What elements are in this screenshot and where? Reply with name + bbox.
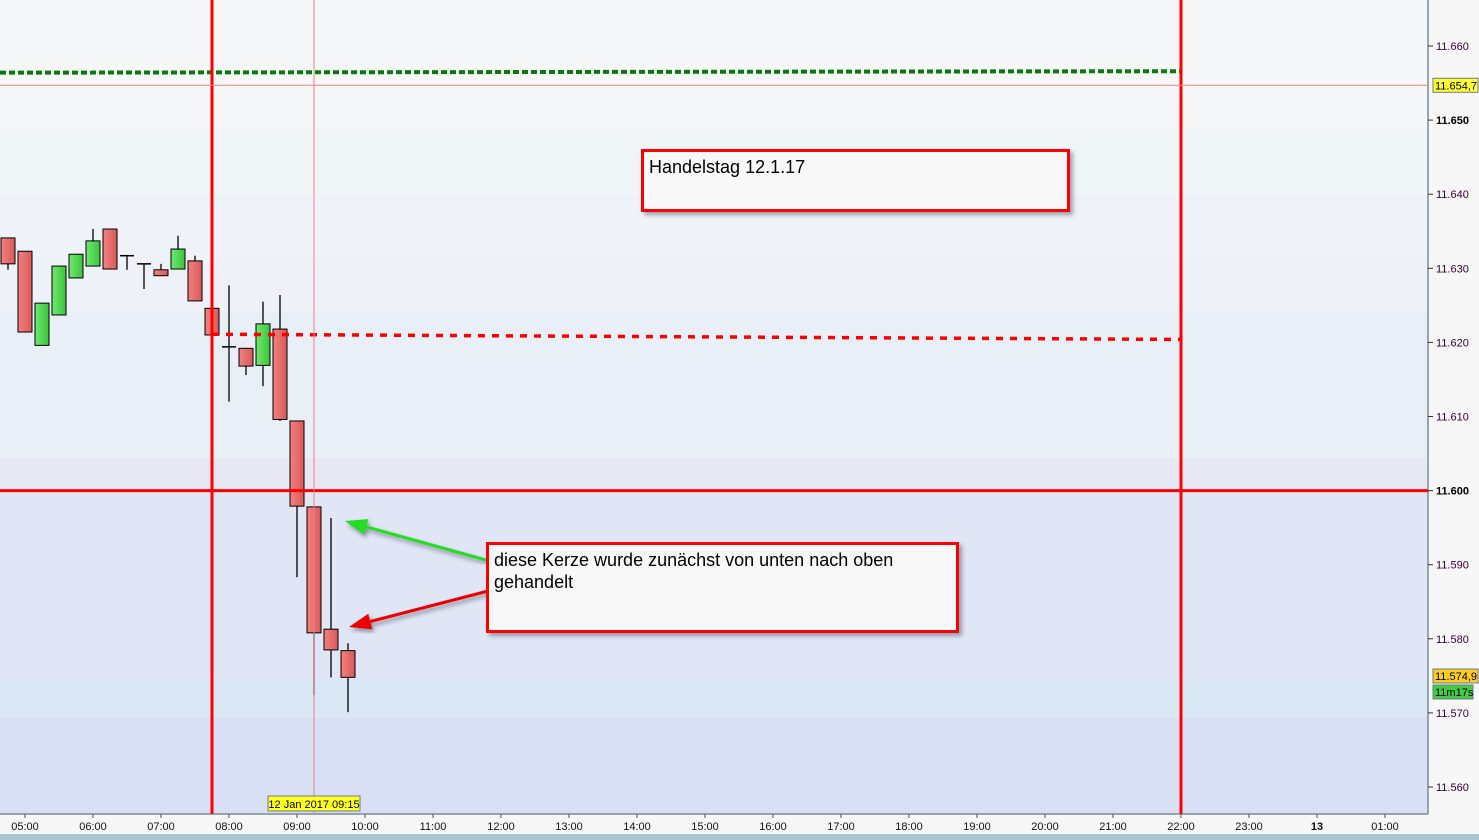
x-tick-label: 21:00 — [1099, 821, 1127, 833]
x-tick-label: 06:00 — [79, 821, 107, 833]
candle-down — [187, 260, 203, 302]
crosshair-time-label: 12 Jan 2017 09:15 — [268, 799, 359, 811]
candle-up — [68, 253, 84, 279]
candle-down — [0, 237, 16, 265]
background-band — [0, 312, 1428, 458]
x-tick-label: 01:00 — [1371, 821, 1399, 833]
comment-annotation-text: diese Kerze wurde zunächst von unten nac… — [494, 550, 894, 592]
last-price-label: 11.574,9 — [1435, 671, 1477, 683]
drawn-lines — [0, 0, 1428, 814]
background-band — [0, 260, 1428, 312]
candle-up — [255, 323, 271, 366]
candle-down — [102, 228, 118, 270]
x-tick-label: 12:00 — [487, 821, 515, 833]
background-band — [0, 718, 1428, 814]
background-band — [0, 680, 1428, 718]
title-annotation-box[interactable]: Handelstag 12.1.17 — [641, 149, 1070, 212]
candle-down — [289, 420, 305, 507]
axes — [0, 0, 1433, 818]
candle-down — [238, 347, 254, 367]
crosshair-price-label-bg — [1432, 77, 1479, 93]
background-bands — [0, 0, 1428, 814]
y-tick-label: 11.560 — [1436, 782, 1469, 794]
candle-down — [153, 269, 169, 277]
candle-down — [272, 328, 288, 420]
x-tick-label: 20:00 — [1031, 821, 1059, 833]
x-tick-label: 05:00 — [11, 821, 39, 833]
x-tick-label: 14:00 — [623, 821, 651, 833]
comment-annotation-box[interactable]: diese Kerze wurde zunächst von unten nac… — [486, 542, 959, 633]
candle-up — [51, 265, 67, 316]
candle-down — [17, 250, 33, 333]
x-tick-label: 10:00 — [351, 821, 379, 833]
x-tick-label: 18:00 — [895, 821, 923, 833]
background-band — [0, 458, 1428, 491]
x-tick-label: 15:00 — [691, 821, 719, 833]
red-arrow-icon — [349, 588, 493, 630]
x-tick-label: 16:00 — [759, 821, 787, 833]
y-tick-label: 11.590 — [1436, 560, 1469, 572]
x-tick-label: 19:00 — [963, 821, 991, 833]
x-tick-label: 22:00 — [1167, 821, 1195, 833]
y-tick-label: 11.660 — [1436, 41, 1469, 53]
horizontal-scrollbar[interactable] — [0, 834, 1479, 840]
y-tick-label: 11.630 — [1436, 263, 1469, 275]
candle-down — [323, 628, 339, 651]
background-band — [0, 0, 1428, 128]
y-tick-label: 11.610 — [1436, 412, 1469, 424]
x-tick-label: 13:00 — [555, 821, 583, 833]
green-arrow-icon — [345, 519, 487, 562]
y-tick-label: 11.580 — [1436, 634, 1469, 646]
candle-down — [340, 650, 356, 678]
green-dashed-level-line — [0, 69, 1182, 75]
x-tick-label: 13 — [1311, 821, 1323, 833]
y-tick-label: 11.570 — [1436, 708, 1469, 720]
candle-up — [34, 302, 50, 346]
last-price-label-bg — [1432, 668, 1479, 684]
countdown-label-bg — [1432, 684, 1474, 700]
crosshair-price-label: 11.654,7 — [1435, 80, 1477, 92]
candle-up — [170, 248, 186, 270]
x-tick-label: 08:00 — [215, 821, 243, 833]
countdown-label: 11m17s — [1435, 687, 1474, 699]
candle-up — [85, 240, 101, 267]
arrows — [345, 519, 493, 630]
title-annotation-text: Handelstag 12.1.17 — [649, 157, 806, 177]
x-tick-label: 09:00 — [283, 821, 311, 833]
x-tick-label: 11:00 — [420, 821, 447, 833]
x-tick-label: 23:00 — [1235, 821, 1263, 833]
x-tick-label: 07:00 — [147, 821, 175, 833]
crosshair-time-label-bg — [267, 795, 361, 812]
y-tick-label: 11.620 — [1436, 337, 1469, 349]
axis-labels: 11.660 11.650 11.640 11.630 11.620 11.610 11.6… — [11, 41, 1479, 833]
x-tick-label: 17:00 — [827, 821, 855, 833]
y-tick-label: 11.640 — [1436, 189, 1469, 201]
y-tick-label: 11.650 — [1436, 115, 1469, 127]
y-tick-label: 11.600 — [1436, 486, 1469, 498]
